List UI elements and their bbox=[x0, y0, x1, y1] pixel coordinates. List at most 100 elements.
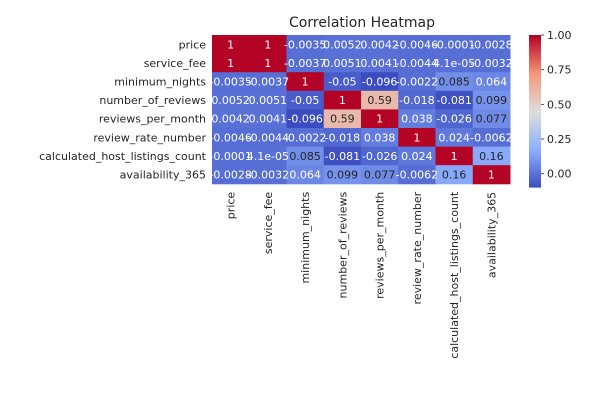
cell-value-label: -0.0032 bbox=[247, 169, 289, 182]
colorbar-segment bbox=[529, 135, 541, 139]
cell-value-label: -0.0022 bbox=[284, 131, 326, 144]
heatmap-cell bbox=[361, 109, 399, 129]
cell-value-label: -0.018 bbox=[399, 94, 434, 107]
colorbar-segment bbox=[529, 38, 541, 42]
colorbar-segment bbox=[529, 105, 541, 108]
cell-value-label: -0.0028 bbox=[209, 169, 251, 182]
colorbar-segment bbox=[529, 50, 541, 53]
cell-value-label: 4.1e-05 bbox=[247, 150, 289, 163]
cell-value-label: 0.0051 bbox=[323, 57, 362, 70]
cell-value-label: -0.0035 bbox=[209, 76, 251, 89]
colorbar-segment bbox=[529, 147, 541, 150]
cell-value-label: -0.018 bbox=[325, 131, 360, 144]
cell-value-label: -0.0046 bbox=[209, 131, 251, 144]
colorbar-segment bbox=[529, 109, 541, 112]
column-tick-label: calculated_host_listings_count bbox=[448, 191, 461, 359]
heatmap-cell bbox=[286, 35, 325, 55]
colorbar-tick-label: 1.00 bbox=[547, 29, 572, 42]
colorbar-segment bbox=[529, 42, 541, 46]
column-tick-label: availability_365 bbox=[485, 192, 498, 278]
heatmap-cell bbox=[472, 72, 511, 92]
cell-value-label: 0.0052 bbox=[323, 38, 362, 51]
heatmap-cell bbox=[435, 53, 474, 73]
cell-value-label: -0.0037 bbox=[284, 57, 326, 70]
heatmap-cell bbox=[249, 128, 287, 148]
cell-value-label: -0.0028 bbox=[470, 38, 512, 51]
heatmap-cell bbox=[212, 53, 250, 73]
cell-value-label: 0.16 bbox=[479, 150, 504, 163]
colorbar-segment bbox=[529, 152, 541, 156]
heatmap-cell bbox=[286, 146, 325, 166]
cell-value-label: 1 bbox=[488, 169, 495, 182]
cell-value-label: 0.064 bbox=[289, 169, 321, 182]
colorbar-segment bbox=[529, 61, 541, 65]
cell-value-label: 1 bbox=[227, 38, 234, 51]
cell-value-label: -0.0046 bbox=[396, 38, 438, 51]
colorbar-segment bbox=[529, 156, 541, 160]
colorbar-segment bbox=[529, 139, 541, 142]
colorbar-segment bbox=[529, 112, 541, 116]
heatmap-cell bbox=[286, 53, 325, 73]
heatmap-cell bbox=[249, 90, 287, 110]
colorbar-segment bbox=[529, 177, 541, 180]
cell-value-label: 0.0042 bbox=[211, 113, 250, 126]
cell-value-label: -0.026 bbox=[436, 113, 471, 126]
colorbar-segment bbox=[529, 35, 541, 38]
column-tick-label: reviews_per_month bbox=[374, 192, 387, 299]
cell-value-label: -0.096 bbox=[362, 76, 397, 89]
heatmap-cell bbox=[472, 165, 511, 185]
column-tick-label: review_rate_number bbox=[411, 191, 424, 304]
colorbar-segment bbox=[529, 183, 541, 186]
heatmap-cell bbox=[435, 90, 474, 110]
colorbar-tick-label: 0.00 bbox=[547, 168, 572, 181]
heatmap-cell bbox=[212, 165, 250, 185]
colorbar-tick-label: 0.50 bbox=[547, 98, 572, 111]
heatmap-cell bbox=[286, 128, 325, 148]
colorbar-segment bbox=[529, 141, 541, 144]
colorbar-segment bbox=[529, 166, 541, 169]
heatmap-cell bbox=[398, 72, 436, 92]
colorbar-segment bbox=[529, 164, 541, 167]
colorbar-segment bbox=[529, 48, 541, 51]
colorbar-segment bbox=[529, 154, 541, 158]
cell-value-label: -0.0037 bbox=[247, 76, 289, 89]
colorbar-segment bbox=[529, 175, 541, 179]
colorbar-segment bbox=[529, 181, 541, 184]
colorbar-segment bbox=[529, 95, 541, 99]
heatmap-cell bbox=[435, 146, 474, 166]
heatmap-cell bbox=[323, 53, 362, 73]
cell-value-label: 0.59 bbox=[367, 94, 392, 107]
heatmap-cell bbox=[249, 109, 287, 129]
colorbar-segment bbox=[529, 90, 541, 93]
cell-value-label: -0.05 bbox=[328, 76, 356, 89]
heatmap-cell bbox=[472, 128, 511, 148]
heatmap-cells bbox=[212, 35, 511, 185]
colorbar-segment bbox=[529, 86, 541, 89]
cell-value-label: -0.096 bbox=[287, 113, 322, 126]
heatmap-cell bbox=[323, 109, 362, 129]
colorbar-segment bbox=[529, 40, 541, 44]
colorbar-segment bbox=[529, 101, 541, 104]
colorbar-segment bbox=[529, 122, 541, 125]
heatmap-cell bbox=[472, 146, 511, 166]
colorbar-segment bbox=[529, 55, 541, 59]
cell-value-label: 0.077 bbox=[364, 169, 396, 182]
colorbar: 1.00 0.75 0.50 0.25 0.00 bbox=[529, 29, 572, 188]
heatmap-cell bbox=[435, 109, 474, 129]
cell-value-label: -0.05 bbox=[291, 94, 319, 107]
colorbar-segment bbox=[529, 84, 541, 87]
heatmap-cell bbox=[361, 72, 399, 92]
cell-value-label: -0.0062 bbox=[470, 131, 512, 144]
heatmap-cell bbox=[249, 72, 287, 92]
colorbar-segment bbox=[529, 169, 541, 173]
colorbar-segment bbox=[529, 74, 541, 78]
heatmap-cell bbox=[249, 35, 287, 55]
heatmap-cell bbox=[361, 165, 399, 185]
colorbar-segment bbox=[529, 126, 541, 129]
colorbar-tick-label: 0.75 bbox=[547, 64, 572, 77]
heatmap-cell-labels: 1 1 -0.00350.00520.0042-0.0046-0.0001-0.00… bbox=[209, 38, 512, 181]
heatmap-cell bbox=[323, 128, 362, 148]
row-tick-label: number_of_reviews bbox=[99, 94, 206, 107]
colorbar-segment bbox=[529, 150, 541, 154]
